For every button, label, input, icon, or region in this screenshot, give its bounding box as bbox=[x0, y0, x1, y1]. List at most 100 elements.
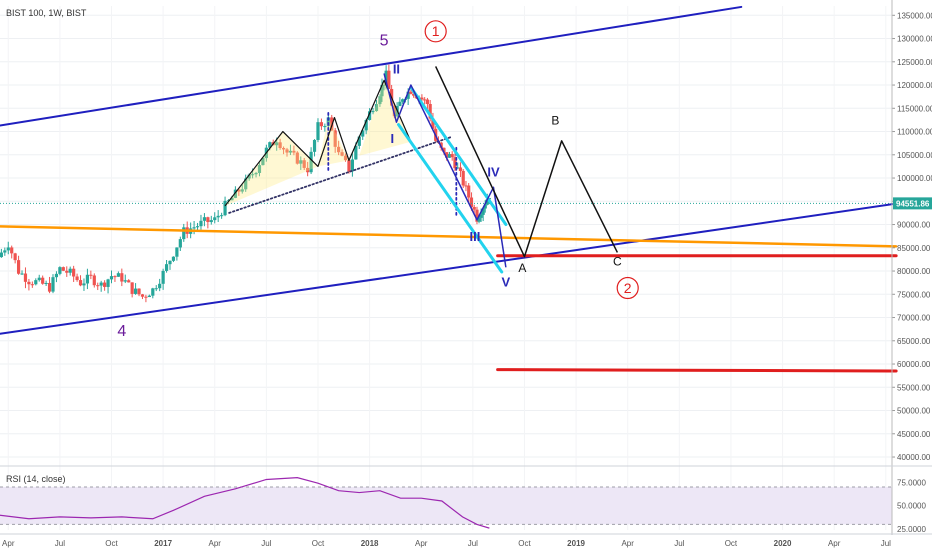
candle-body bbox=[472, 206, 476, 210]
y-tick-label: 75000.00 bbox=[897, 290, 931, 299]
candle-body bbox=[333, 130, 337, 147]
wave-label-circle bbox=[424, 20, 447, 43]
y-tick-label: 90000.00 bbox=[897, 221, 931, 230]
x-tick-label: Jul bbox=[261, 539, 271, 548]
x-tick-label: Jul bbox=[468, 539, 478, 548]
candle-body bbox=[240, 189, 244, 192]
candle-body bbox=[485, 199, 489, 205]
candle-body bbox=[130, 282, 134, 294]
candle-body bbox=[182, 227, 186, 240]
candle-body bbox=[380, 84, 384, 97]
candle-body bbox=[340, 152, 344, 156]
candle-body bbox=[319, 122, 324, 127]
y-tick-label: 60000.00 bbox=[897, 360, 931, 369]
rsi-title: RSI (14, close) bbox=[6, 474, 66, 484]
candle-body bbox=[109, 276, 114, 280]
lower-channel-line bbox=[0, 202, 898, 335]
candle-body bbox=[27, 281, 31, 285]
candle-body bbox=[213, 217, 217, 221]
candle-body bbox=[171, 256, 176, 261]
candle-body bbox=[13, 253, 17, 261]
candle-body bbox=[92, 275, 96, 286]
candle-body bbox=[447, 154, 452, 158]
candle-body bbox=[120, 273, 124, 282]
x-tick-label: 2017 bbox=[154, 539, 172, 548]
y-tick-label: 65000.00 bbox=[897, 337, 931, 346]
candle-body bbox=[254, 172, 258, 175]
candle-body bbox=[343, 155, 348, 161]
candle-body bbox=[164, 264, 169, 271]
candle-body bbox=[23, 273, 28, 282]
candle-body bbox=[20, 273, 24, 275]
candle-body bbox=[398, 101, 402, 107]
candle-body bbox=[364, 119, 368, 131]
candle-body bbox=[423, 99, 427, 101]
candle-body bbox=[323, 126, 327, 128]
candle-body bbox=[445, 152, 449, 158]
y-tick-label: 70000.00 bbox=[897, 314, 931, 323]
candle-body bbox=[442, 147, 446, 153]
wave-label: 2 bbox=[624, 280, 632, 296]
candle-body bbox=[326, 117, 330, 127]
candle-body bbox=[106, 279, 110, 287]
candle-body bbox=[281, 147, 286, 150]
candle-body bbox=[0, 252, 3, 258]
candle-body bbox=[275, 142, 279, 146]
candle-body bbox=[450, 154, 454, 158]
y-tick-label: 130000.00 bbox=[897, 35, 932, 44]
y-tick-label: 80000.00 bbox=[897, 267, 931, 276]
candle-body bbox=[206, 217, 210, 223]
wave-label: I bbox=[391, 131, 395, 146]
candle-body bbox=[382, 84, 386, 86]
candle-body bbox=[477, 217, 481, 222]
x-tick-label: 2018 bbox=[361, 539, 379, 548]
candle-body bbox=[453, 157, 457, 169]
candle-body bbox=[420, 97, 424, 100]
rsi-band bbox=[0, 486, 892, 525]
x-tick-label: Apr bbox=[2, 539, 15, 548]
candle-body bbox=[250, 174, 255, 176]
candle-body bbox=[158, 283, 162, 289]
candle-body bbox=[237, 189, 241, 192]
candle-body bbox=[140, 294, 145, 297]
price-tag-box bbox=[893, 197, 932, 210]
candle-body bbox=[268, 142, 272, 148]
y-tick-label: 50000.00 bbox=[897, 407, 931, 416]
candle-body bbox=[202, 217, 207, 221]
y-tick-label: 110000.00 bbox=[897, 128, 932, 137]
candle-body bbox=[230, 197, 234, 201]
candle-body bbox=[357, 136, 361, 146]
candle-body bbox=[244, 178, 248, 190]
candle-body bbox=[247, 174, 251, 179]
candle-body bbox=[37, 277, 41, 281]
y-tick-label: 135000.00 bbox=[897, 11, 932, 20]
candle-body bbox=[34, 280, 38, 285]
cyan-channel-lower bbox=[397, 123, 504, 274]
candle-body bbox=[292, 150, 296, 153]
x-tick-label: Oct bbox=[105, 539, 118, 548]
y-tick-label: 40000.00 bbox=[897, 453, 931, 462]
y-tick-label: 45000.00 bbox=[897, 430, 931, 439]
candle-body bbox=[361, 130, 365, 137]
candle-body bbox=[61, 267, 65, 271]
candle-body bbox=[316, 122, 320, 140]
candle-body bbox=[41, 277, 45, 284]
y-tick-label: 55000.00 bbox=[897, 383, 931, 392]
y-tick-label: 120000.00 bbox=[897, 81, 932, 90]
candle-body bbox=[312, 139, 317, 152]
x-tick-label: Apr bbox=[621, 539, 634, 548]
candle-body bbox=[475, 209, 479, 222]
candle-body bbox=[384, 70, 388, 85]
candle-body bbox=[479, 214, 483, 218]
rsi-line bbox=[0, 477, 490, 529]
candle-body bbox=[354, 145, 358, 160]
candle-body bbox=[261, 158, 265, 166]
candle-body bbox=[216, 215, 220, 218]
candle-body bbox=[431, 118, 435, 129]
candle-body bbox=[306, 167, 310, 173]
candle-body bbox=[295, 152, 299, 164]
candle-body bbox=[127, 280, 131, 283]
